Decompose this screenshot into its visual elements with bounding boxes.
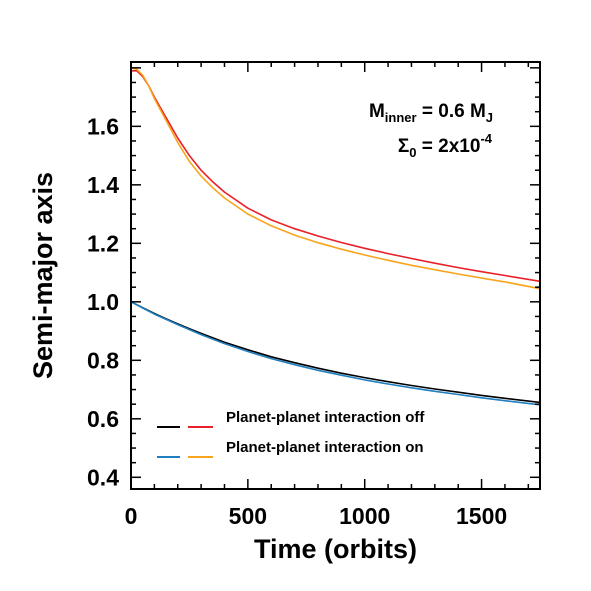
x-tick-label: 500 bbox=[229, 503, 267, 529]
series-layer bbox=[130, 67, 541, 406]
annotation-mass-symbol: M bbox=[369, 101, 385, 122]
y-tick-label: 0.6 bbox=[87, 406, 119, 432]
annotation-mass: Minner = 0.6 MJ bbox=[369, 101, 493, 125]
ticks-layer: 0 500 1000 1500 0.4 0.6 0.8 1.0 1.2 1.4 1.6 bbox=[87, 62, 540, 529]
x-tick-label: 0 bbox=[125, 503, 138, 529]
y-tick-label: 0.4 bbox=[87, 464, 119, 490]
annotation-sigma-value: = 2x10 bbox=[417, 136, 481, 157]
annotation-sigma-symbol: Σ bbox=[398, 136, 409, 157]
y-axis-title: Semi-major axis bbox=[28, 172, 58, 379]
x-axis-title: Time (orbits) bbox=[254, 534, 417, 564]
annotation-mass-value: = 0.6 M bbox=[417, 101, 486, 122]
x-tick-label: 1000 bbox=[339, 503, 390, 529]
y-tick-label: 1.0 bbox=[87, 289, 119, 315]
annotation-sigma-subscript: 0 bbox=[409, 145, 416, 160]
legend: Planet-planet interaction off Planet-plan… bbox=[157, 409, 425, 458]
series-line-3 bbox=[130, 67, 541, 290]
y-tick-label: 0.8 bbox=[87, 347, 119, 373]
annotation-sigma-exponent: -4 bbox=[480, 131, 492, 146]
plot-frame bbox=[130, 61, 541, 490]
annotation-mass-unit-subscript: J bbox=[486, 110, 493, 125]
y-tick-label: 1.2 bbox=[87, 230, 119, 256]
legend-label: Planet-planet interaction off bbox=[226, 409, 425, 426]
annotation-mass-subscript: inner bbox=[385, 110, 417, 125]
legend-label: Planet-planet interaction on bbox=[226, 439, 424, 456]
annotation-sigma: Σ0 = 2x10-4 bbox=[398, 131, 493, 160]
y-tick-label: 1.6 bbox=[87, 113, 119, 139]
x-tick-label: 1500 bbox=[456, 503, 507, 529]
y-tick-label: 1.4 bbox=[87, 172, 119, 198]
series-line-1 bbox=[130, 301, 541, 406]
